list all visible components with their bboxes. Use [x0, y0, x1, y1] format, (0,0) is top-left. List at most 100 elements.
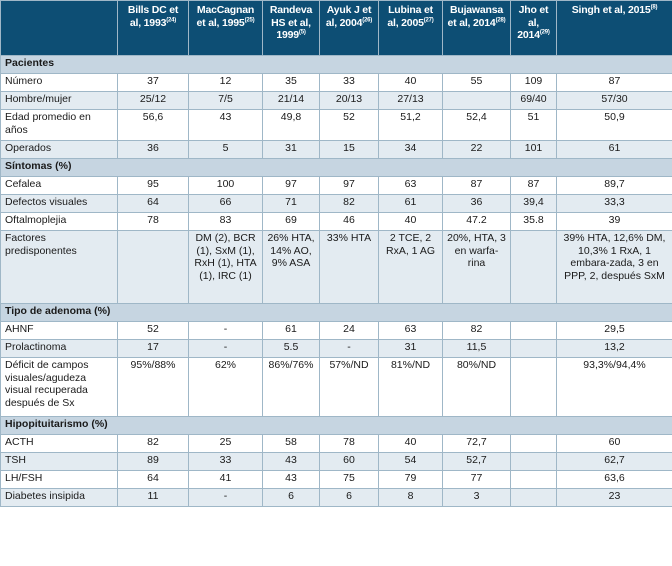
table-cell: 36 — [117, 140, 189, 159]
study-name: Ayuk J et al, 2004 — [325, 4, 372, 29]
row-label: Prolactinoma — [0, 339, 118, 358]
table-cell: 39,4 — [510, 194, 557, 213]
table-cell: 93,3%/94,4% — [556, 357, 672, 417]
table-cell — [510, 321, 557, 340]
table-cell: 86%/76% — [262, 357, 320, 417]
table-row: Diabetes insipida 11-6 6 8 3 23 — [0, 488, 672, 507]
table-cell: 101 — [510, 140, 557, 159]
row-label: AHNF — [0, 321, 118, 340]
table-cell: 24 — [319, 321, 379, 340]
table-cell: 64 — [117, 194, 189, 213]
table-cell: 78 — [319, 434, 379, 453]
table-cell: 20%, HTA, 3 en warfa-rina — [442, 230, 511, 304]
table-row: Edad promedio en años 56,6 43 49,8 52 51,2 52,… — [0, 109, 672, 141]
study-name: MacCagnan et al, 1995 — [196, 4, 255, 29]
table-cell: 22 — [442, 140, 511, 159]
study-reference: (28) — [495, 17, 506, 23]
table-cell — [510, 452, 557, 471]
table-row: Operados 36 5 31 15 34 22 101 61 — [0, 140, 672, 159]
table-cell: 35 — [262, 73, 320, 92]
table-cell: 61 — [556, 140, 672, 159]
row-label: TSH — [0, 452, 118, 471]
table-row: Cefalea 95 100 97 97 63 87 87 89,7 — [0, 176, 672, 195]
study-name: Singh et al, 2015 — [571, 4, 651, 16]
row-label: Cefalea — [0, 176, 118, 195]
table-row: Oftalmoplejia 78 83 69 46 40 47.2 35.8 39 — [0, 212, 672, 231]
header-row: Bills DC et al, 1993(24) MacCagnan et al,… — [0, 0, 672, 56]
table-cell: 100 — [188, 176, 263, 195]
row-label: Factores predisponentes — [0, 230, 118, 304]
table-cell: 23 — [556, 488, 672, 507]
study-header: MacCagnan et al, 1995(25) — [188, 0, 263, 56]
table-cell: 63 — [378, 321, 443, 340]
table-cell: 58 — [262, 434, 320, 453]
row-label: Número — [0, 73, 118, 92]
table-cell: 51,2 — [378, 109, 443, 141]
table-cell: 33 — [188, 452, 263, 471]
table-cell: 33 — [319, 73, 379, 92]
section-title: Pacientes — [0, 55, 672, 74]
table-cell: 109 — [510, 73, 557, 92]
table-cell: 64 — [117, 470, 189, 489]
table-cell: 63 — [378, 176, 443, 195]
section-header-row: Tipo de adenoma (%) — [0, 303, 672, 322]
study-name: Bujawansa et al, 2014 — [447, 4, 504, 29]
table-cell: 17 — [117, 339, 189, 358]
table-cell: 29,5 — [556, 321, 672, 340]
table-cell: 81%/ND — [378, 357, 443, 417]
table-cell: 33% HTA — [319, 230, 379, 304]
table-cell: 62% — [188, 357, 263, 417]
table-row: Prolactinoma 17-5.5-31 11,5 13,2 — [0, 339, 672, 358]
study-header: Lubina et al, 2005(27) — [378, 0, 443, 56]
table-cell: 40 — [378, 212, 443, 231]
row-label: ACTH — [0, 434, 118, 453]
table-cell — [510, 470, 557, 489]
table-cell: 83 — [188, 212, 263, 231]
table-cell: 77 — [442, 470, 511, 489]
table-row: AHNF 52-61 24 63 82 29,5 — [0, 321, 672, 340]
table-cell: 39% HTA, 12,6% DM, 10,3% 1 RxA, 1 embara… — [556, 230, 672, 304]
table-header: Bills DC et al, 1993(24) MacCagnan et al,… — [0, 0, 672, 56]
table-cell: 47.2 — [442, 212, 511, 231]
table-cell: 82 — [117, 434, 189, 453]
study-reference: (8) — [650, 4, 658, 11]
table-cell: 87 — [510, 176, 557, 195]
row-label: Déficit de campos visuales/agudeza visua… — [0, 357, 118, 417]
table-row: LH/FSH 64 41 43 75 79 77 63,6 — [0, 470, 672, 489]
table-cell: - — [188, 339, 263, 358]
row-label: Diabetes insipida — [0, 488, 118, 507]
table-cell — [510, 230, 557, 304]
table-cell: 25 — [188, 434, 263, 453]
table-cell: 97 — [262, 176, 320, 195]
study-header: Jho et al, 2014(29) — [510, 0, 557, 56]
table-cell: 21/14 — [262, 91, 320, 110]
table-cell: 87 — [442, 176, 511, 195]
table-row: Déficit de campos visuales/agudeza visua… — [0, 357, 672, 417]
table-cell: 41 — [188, 470, 263, 489]
table-cell: 34 — [378, 140, 443, 159]
table-cell: 2 TCE, 2 RxA, 1 AG — [378, 230, 443, 304]
table-cell: 12 — [188, 73, 263, 92]
study-reference: (5) — [298, 29, 306, 36]
table-cell: 61 — [262, 321, 320, 340]
table-row: TSH 89 33 43 60 54 52,7 62,7 — [0, 452, 672, 471]
study-header: Singh et al, 2015(8) — [556, 0, 672, 56]
table-cell: 43 — [262, 470, 320, 489]
study-header: Bills DC et al, 1993(24) — [117, 0, 189, 56]
table-row: Número 37 12 35 33 40 55 109 87 — [0, 73, 672, 92]
table-row: Hombre/mujer 25/12 7/5 21/14 20/13 27/13 69/40… — [0, 91, 672, 110]
table-cell: 6 — [262, 488, 320, 507]
table-cell: 60 — [556, 434, 672, 453]
table-cell: 66 — [188, 194, 263, 213]
study-header: Randeva HS et al, 1999(5) — [262, 0, 320, 56]
table-cell: 57%/ND — [319, 357, 379, 417]
table-cell: 95 — [117, 176, 189, 195]
section-header-row: Pacientes — [0, 55, 672, 74]
table-cell — [442, 91, 511, 110]
section-title: Síntomas (%) — [0, 158, 672, 177]
table-cell: 7/5 — [188, 91, 263, 110]
table-cell: 57/30 — [556, 91, 672, 110]
table-row: Factores predisponentes DM (2), BCR (1), … — [0, 230, 672, 304]
table-cell: 3 — [442, 488, 511, 507]
table-cell: 36 — [442, 194, 511, 213]
